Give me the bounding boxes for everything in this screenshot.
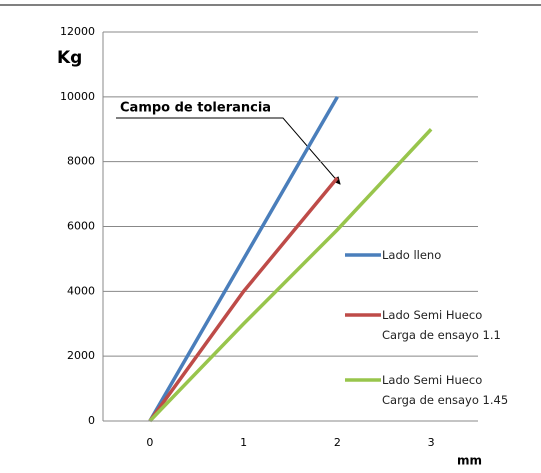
x-axis-label: mm: [457, 454, 482, 468]
series-line: [148, 95, 339, 422]
legend-label: Lado Semi Hueco Carga de ensayo 1.45: [382, 373, 509, 407]
x-tick-label: 0: [146, 436, 153, 449]
x-tick-label: 1: [240, 436, 247, 449]
y-tick-label: 0: [88, 414, 95, 427]
annotation: Campo de tolerancia: [120, 101, 271, 116]
x-tick-label: 2: [334, 436, 341, 449]
y-axis-label: Kg: [57, 48, 82, 68]
x-tick-label: 3: [428, 436, 435, 449]
y-tick-label: 4000: [67, 284, 95, 297]
y-tick-label: 6000: [67, 220, 95, 233]
y-tick-label: 10000: [60, 90, 95, 103]
series-line: [148, 176, 339, 423]
legend-label: Lado Semi Hueco Carga de ensayo 1.1: [382, 308, 501, 342]
legend-label: Lado lleno: [382, 248, 442, 262]
y-tick-label: 12000: [60, 25, 95, 38]
series-line: [148, 128, 433, 423]
y-tick-label: 2000: [67, 349, 95, 362]
y-tick-label: 8000: [67, 155, 95, 168]
